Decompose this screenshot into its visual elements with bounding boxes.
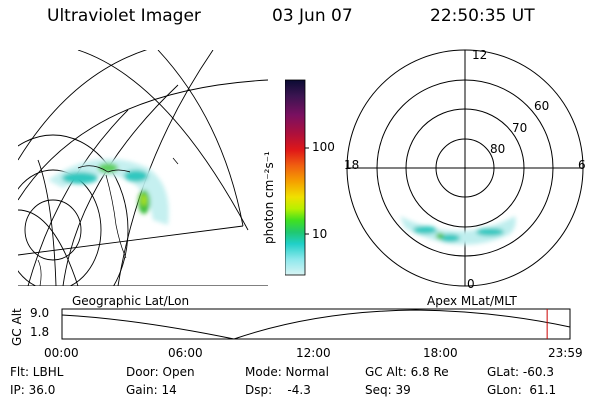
colorbar-tick-10: 10 (312, 227, 328, 241)
ip-info: IP: 36.0 (10, 383, 56, 397)
altitude-curve (61, 309, 571, 340)
xtick-0000: 00:00 (44, 346, 79, 360)
colorbar (285, 79, 309, 276)
altitude-plot (61, 308, 571, 340)
glon-info: GLon: 61.1 (487, 383, 557, 397)
coastline (37, 157, 179, 286)
mlt-label-12: 12 (472, 48, 488, 62)
xtick-0600: 06:00 (168, 346, 203, 360)
gain-info: Gain: 14 (126, 383, 177, 397)
mlat-label-80: 80 (490, 142, 506, 156)
mlt-label-18: 18 (344, 158, 360, 172)
door-info: Door: Open (126, 365, 195, 379)
mlt-label-6: 6 (578, 158, 586, 172)
altitude-ylabel: GC Alt (10, 308, 24, 346)
polar-plot (346, 49, 584, 287)
filter-info: Flt: LBHL (10, 365, 64, 379)
glat-info: GLat: -60.3 (487, 365, 554, 379)
xtick-2359: 23:59 (548, 346, 583, 360)
geographic-panel-label: Geographic Lat/Lon (72, 294, 190, 308)
mlt-label-0: 0 (467, 277, 475, 291)
aurora-polar (400, 216, 516, 245)
colorbar-tick-100: 100 (312, 140, 335, 154)
xtick-1800: 18:00 (423, 346, 458, 360)
xtick-1200: 12:00 (296, 346, 331, 360)
dsp-info: Dsp: -4.3 (245, 383, 311, 397)
date-label: 03 Jun 07 (272, 6, 353, 26)
time-label: 22:50:35 UT (430, 6, 535, 26)
geographic-map (18, 50, 268, 286)
mlat-label-60: 60 (534, 99, 550, 113)
mlat-label-70: 70 (512, 121, 528, 135)
aurora-geographic (48, 158, 169, 225)
instrument-title: Ultraviolet Imager (47, 6, 201, 26)
altitude-ytick-1-8: 1.8 (30, 325, 50, 339)
seq-info: Seq: 39 (365, 383, 411, 397)
mode-info: Mode: Normal (245, 365, 329, 379)
apex-panel-label: Apex MLat/MLT (427, 294, 517, 308)
colorbar-label: photon cm⁻²s⁻¹ (262, 151, 276, 244)
gc-alt-info: GC Alt: 6.8 Re (365, 365, 449, 379)
altitude-ytick-9: 9.0 (30, 306, 50, 320)
